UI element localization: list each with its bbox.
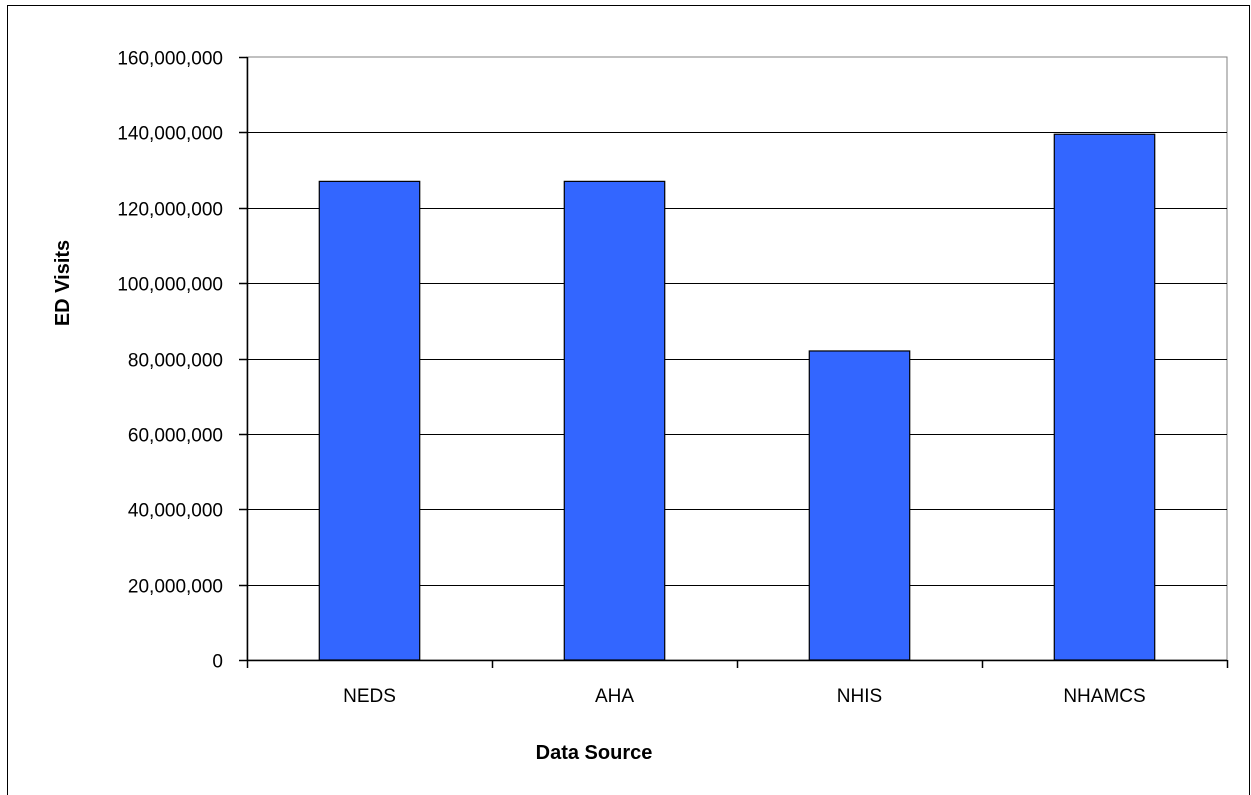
bars — [318, 133, 1156, 661]
bar-nhis — [808, 350, 911, 661]
y-tick-label: 160,000,000 — [117, 49, 223, 70]
x-tick-label: NEDS — [343, 686, 396, 707]
x-axis-title: Data Source — [536, 742, 653, 764]
y-tick-label: 80,000,000 — [128, 351, 223, 372]
y-tick-label: 40,000,000 — [128, 501, 223, 522]
y-tick-label: 60,000,000 — [128, 426, 223, 447]
y-tick-label: 120,000,000 — [117, 200, 223, 221]
x-tick-label: NHAMCS — [1063, 686, 1145, 707]
y-tick-label: 140,000,000 — [117, 124, 223, 145]
x-tick-label: NHIS — [837, 686, 882, 707]
x-axis-ticks: NEDS AHA NHIS NHAMCS — [246, 660, 1229, 707]
y-tick-label: 20,000,000 — [128, 577, 223, 598]
bar-nhamcs — [1053, 133, 1156, 661]
bar-neds — [318, 180, 421, 661]
y-axis-ticks: 0 20,000,000 40,000,000 60,000,000 80,000,00… — [117, 49, 247, 673]
x-tick-label: AHA — [595, 686, 634, 707]
y-tick-label: 100,000,000 — [117, 275, 223, 296]
y-axis-title: ED Visits — [52, 240, 74, 326]
bar-aha — [563, 180, 666, 661]
y-tick-label: 0 — [212, 652, 223, 673]
